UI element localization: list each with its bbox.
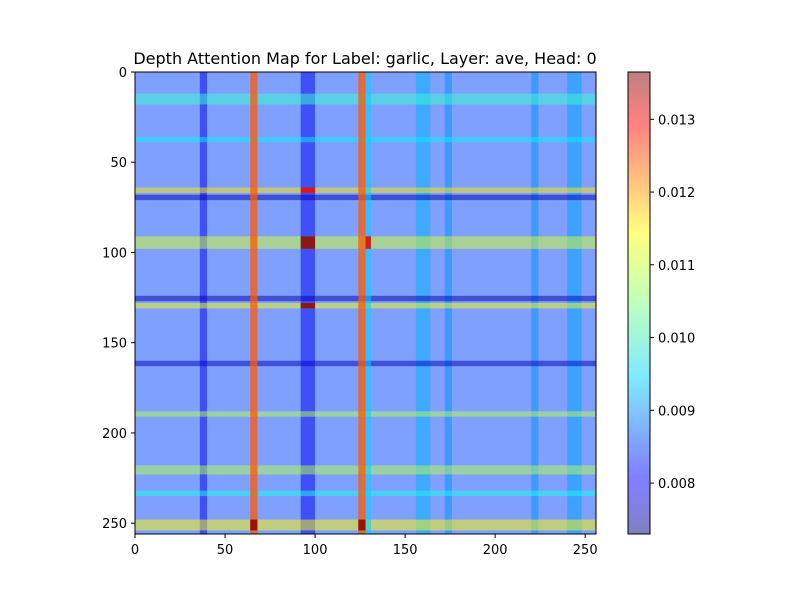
chart-title: Depth Attention Map for Label: garlic, L…	[133, 49, 596, 68]
y-tick-label: 200	[102, 427, 127, 442]
x-tick-label: 100	[303, 543, 328, 558]
y-axis: 0 50 100 150 200 250	[102, 66, 135, 532]
colorbar	[627, 71, 651, 535]
colorbar-axis: 0.008 0.009 0.010 0.011 0.012 0.013	[650, 113, 695, 492]
heatmap-hot-spot	[358, 519, 366, 531]
y-tick-label: 50	[110, 156, 127, 171]
y-tick-label: 150	[102, 337, 127, 352]
x-tick-label: 0	[131, 543, 139, 558]
plot-frame	[134, 71, 597, 535]
heatmap-cyan-column	[365, 72, 371, 534]
x-tick-label: 200	[483, 543, 508, 558]
y-tick-label: 0	[119, 66, 127, 81]
colorbar-tick-label: 0.009	[658, 404, 695, 419]
x-axis: 0 50 100 150 200 250	[131, 534, 598, 558]
heatmap-hot-spot	[250, 519, 258, 531]
x-tick-label: 250	[573, 543, 598, 558]
colorbar-tick-label: 0.010	[658, 332, 695, 347]
heatmap-bright-column	[358, 72, 366, 534]
heatmap-hot-spot	[300, 303, 316, 309]
x-tick-label: 150	[393, 543, 418, 558]
colorbar-tick-label: 0.013	[658, 113, 695, 128]
heatmap-hot-spot	[300, 236, 316, 249]
heatmap-area	[135, 72, 596, 534]
x-tick-label: 50	[217, 543, 234, 558]
heatmap-hot-spot	[300, 187, 316, 193]
y-tick-label: 250	[102, 517, 127, 532]
colorbar-tick-label: 0.011	[658, 259, 695, 274]
colorbar-tick-label: 0.012	[658, 186, 695, 201]
y-tick-label: 100	[102, 246, 127, 261]
colorbar-tick-label: 0.008	[658, 477, 695, 492]
heatmap-hot-spot	[365, 236, 371, 249]
heatmap-bright-column	[250, 72, 258, 534]
